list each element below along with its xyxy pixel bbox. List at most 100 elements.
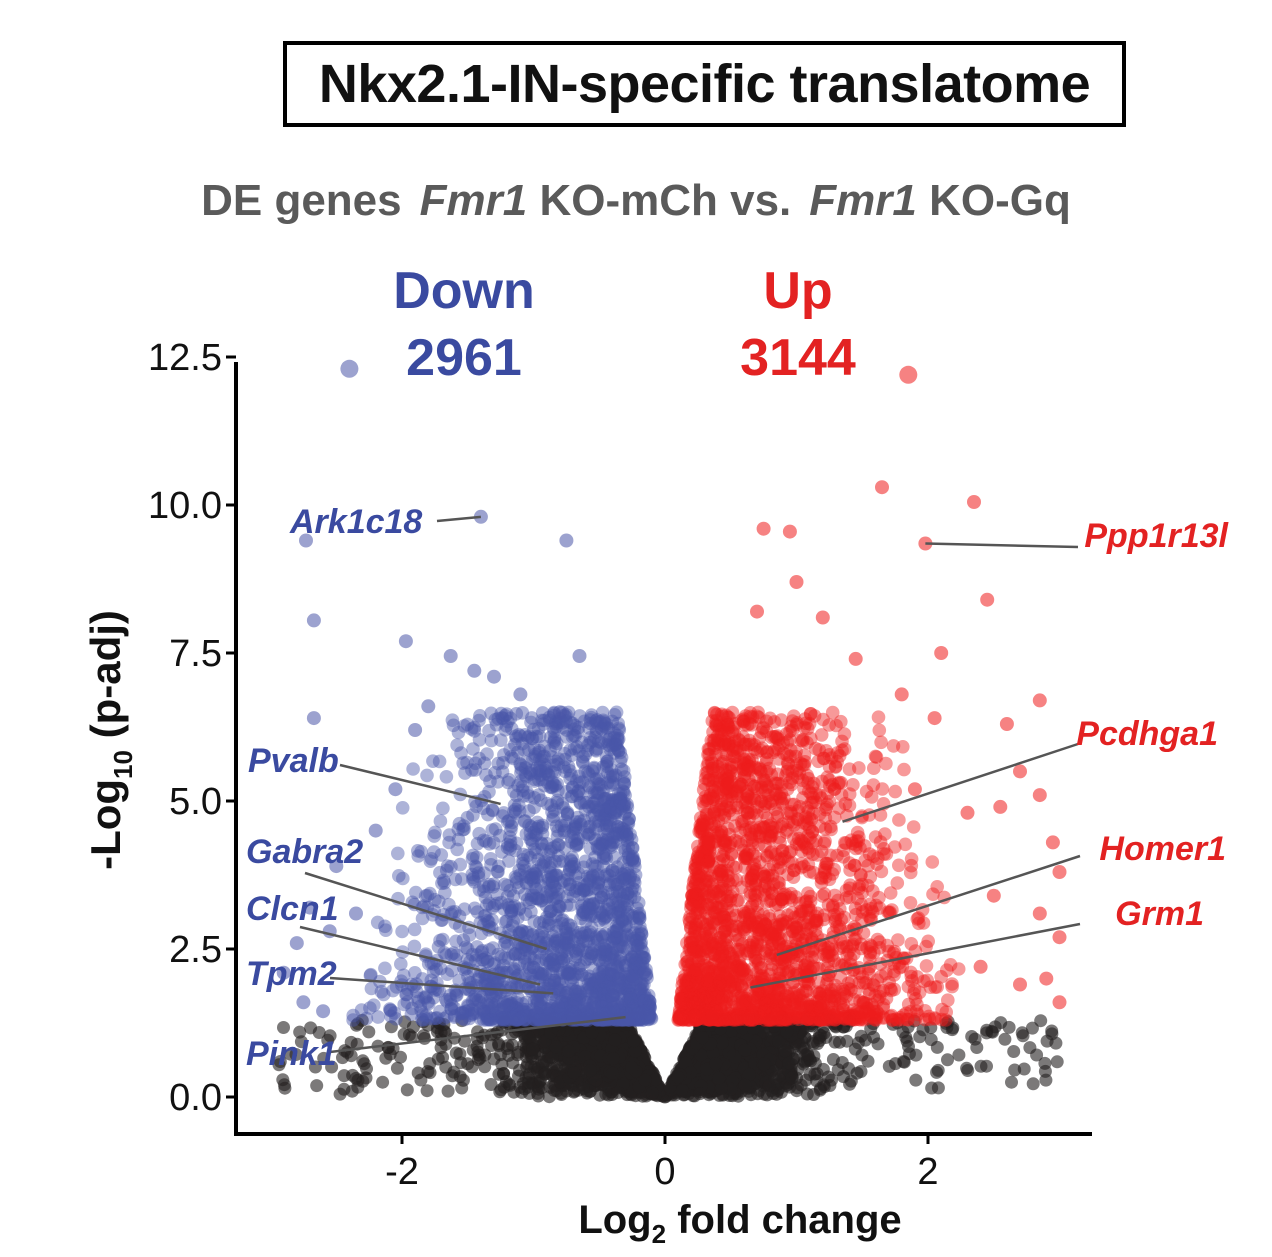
ns-point: [325, 1060, 339, 1074]
ns-point: [400, 1083, 414, 1097]
down-point: [473, 709, 487, 723]
ns-point: [1026, 1077, 1040, 1091]
down-point: [501, 775, 515, 790]
down-point: [512, 727, 526, 742]
subtitle-prefix: DE genes: [201, 176, 402, 225]
ns-point: [757, 1057, 771, 1071]
down-point: [484, 1013, 498, 1027]
down-point: [442, 828, 457, 842]
down-point: [535, 970, 549, 984]
down-point: [428, 825, 442, 840]
down-point: [532, 1013, 547, 1027]
ns-point: [538, 1067, 552, 1081]
ns-point: [1038, 1056, 1052, 1070]
ns-point: [567, 1066, 581, 1080]
ns-point: [471, 1053, 485, 1067]
down-point: [468, 756, 483, 771]
down-point: [564, 998, 579, 1013]
ns-point: [897, 1055, 911, 1068]
ns-point: [277, 1021, 290, 1034]
ns-point: [800, 1087, 814, 1101]
ns-point: [833, 1035, 846, 1049]
ns-point: [360, 1062, 373, 1076]
ns-point: [441, 1084, 455, 1098]
down-point: [482, 785, 496, 799]
down-point: [583, 713, 598, 727]
down-point: [638, 994, 652, 1008]
ns-point: [1008, 1063, 1022, 1077]
ns-point: [411, 1066, 425, 1080]
down-point: [408, 966, 422, 980]
ns-point: [931, 1063, 945, 1077]
down-point: [518, 768, 533, 782]
ns-point: [811, 1037, 825, 1051]
ns-point: [671, 1070, 685, 1084]
down-point: [590, 840, 605, 854]
down-point: [587, 761, 601, 776]
subtitle-group-a: KO-mCh vs.: [539, 176, 792, 225]
down-point: [560, 889, 575, 904]
ns-point: [778, 1044, 792, 1058]
down-point: [595, 983, 610, 998]
down-point: [396, 871, 410, 886]
ns-point: [278, 1081, 292, 1095]
down-point: [594, 735, 609, 750]
down-point: [634, 942, 649, 956]
ns-point: [909, 1073, 923, 1087]
ns-point: [1034, 1014, 1048, 1028]
ns-point: [1005, 1075, 1018, 1089]
down-point: [467, 720, 482, 735]
down-point: [481, 807, 495, 822]
ns-point: [695, 1031, 709, 1045]
down-point: [559, 926, 574, 941]
down-point: [407, 922, 422, 937]
down-point: [641, 1012, 656, 1026]
ns-point: [785, 1071, 799, 1085]
down-point: [551, 837, 565, 852]
ns-point: [916, 1023, 930, 1037]
ns-point: [521, 1076, 535, 1090]
ns-point: [499, 1075, 513, 1089]
ns-point: [420, 1084, 434, 1098]
down-point: [374, 984, 389, 999]
ns-point: [1045, 1027, 1059, 1041]
down-point: [599, 816, 614, 830]
ns-point: [390, 1061, 404, 1075]
down-point: [556, 954, 571, 968]
ns-point: [693, 1087, 707, 1101]
down-point: [462, 983, 476, 997]
ns-point: [453, 1070, 467, 1084]
down-point: [548, 935, 563, 949]
down-point: [618, 770, 632, 784]
down-point: [577, 795, 592, 810]
down-point: [508, 947, 522, 962]
down-point: [526, 752, 540, 766]
down-point: [611, 787, 626, 801]
up-point: [906, 820, 921, 834]
ns-point: [439, 1060, 453, 1074]
ns-point: [1016, 1029, 1030, 1043]
down-point: [507, 963, 522, 977]
ns-point: [294, 1035, 308, 1049]
down-point: [561, 759, 576, 774]
ns-point: [1050, 1055, 1064, 1069]
subtitle-group-b: KO-Gq: [929, 176, 1071, 225]
down-point: [590, 786, 604, 800]
ns-point: [585, 1026, 599, 1040]
down-point: [466, 808, 480, 822]
ns-point: [484, 1078, 498, 1091]
ns-point: [974, 1059, 988, 1073]
down-point: [603, 952, 617, 967]
ns-point: [289, 1048, 303, 1061]
down-point: [407, 939, 422, 954]
down-point: [440, 1009, 454, 1024]
ns-point: [961, 1064, 975, 1077]
ns-point: [531, 1089, 545, 1103]
down-point: [610, 885, 625, 899]
down-point: [367, 998, 381, 1012]
subtitle-gene-a: Fmr1: [419, 176, 528, 225]
down-point: [451, 725, 466, 740]
down-point: [496, 995, 511, 1009]
subtitle-gene-b: Fmr1: [809, 176, 917, 225]
down-point: [470, 836, 485, 851]
